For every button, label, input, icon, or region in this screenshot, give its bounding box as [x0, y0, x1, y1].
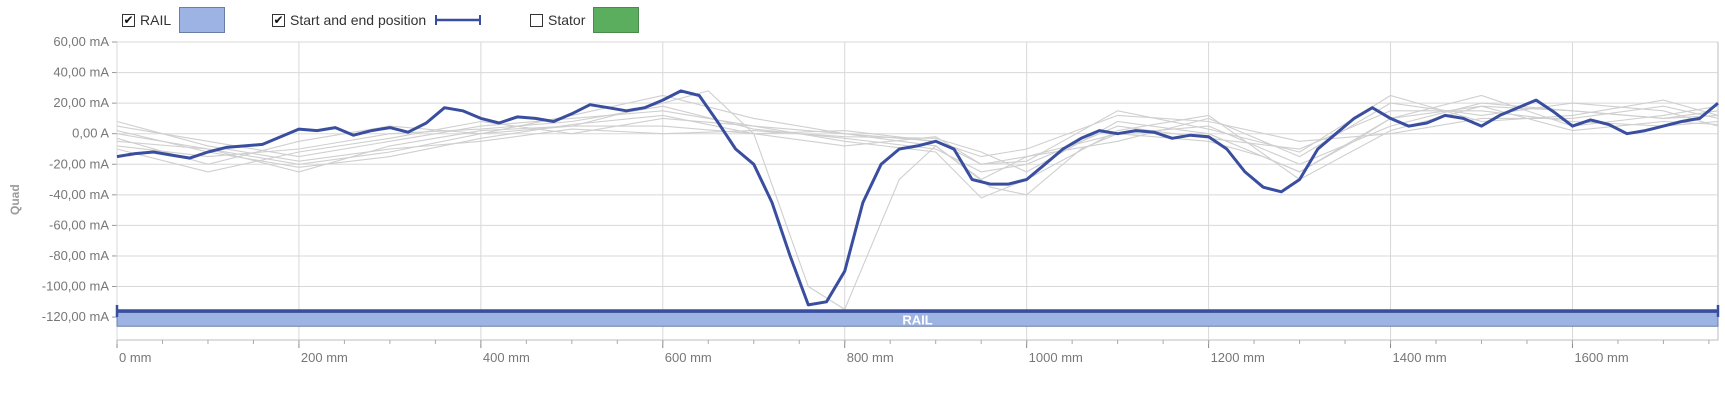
highlighted-series-line	[116, 89, 1719, 307]
start-end-legend-label: Start and end position	[290, 12, 427, 28]
y-tick-label: 60,00 mA	[53, 34, 109, 49]
background-series-line	[116, 94, 1719, 168]
y-tick-label: -120,00 mA	[42, 309, 110, 324]
x-tick-label: 200 mm	[301, 350, 348, 365]
y-tick-label: -40,00 mA	[49, 187, 109, 202]
y-tick-label: -60,00 mA	[49, 217, 109, 232]
x-tick-label: 400 mm	[483, 350, 530, 365]
x-tick-label: 1000 mm	[1029, 350, 1083, 365]
y-tick-label: -80,00 mA	[49, 248, 109, 263]
background-series-line	[116, 94, 1719, 173]
background-series-line	[116, 94, 1719, 181]
legend-item-stator[interactable]: Stator	[530, 6, 640, 34]
legend-item-rail[interactable]: ✔ RAIL	[122, 6, 226, 34]
background-series-line	[116, 105, 1719, 199]
stator-legend-label: Stator	[548, 12, 586, 28]
y-tick-label: 40,00 mA	[53, 65, 109, 80]
y-tick-label: 20,00 mA	[53, 95, 109, 110]
stator-checkbox[interactable]	[530, 13, 543, 27]
rail-checkbox[interactable]: ✔	[122, 13, 135, 27]
rail-color-swatch	[179, 7, 226, 33]
stator-color-swatch	[593, 7, 640, 33]
x-tick-label: 1600 mm	[1574, 350, 1628, 365]
start-end-line-icon	[435, 15, 482, 25]
rail-legend-label: RAIL	[140, 12, 172, 28]
start-end-checkbox[interactable]: ✔	[272, 13, 285, 27]
y-tick-label: -20,00 mA	[49, 156, 109, 171]
background-series-line	[116, 102, 1719, 165]
x-tick-label: 1400 mm	[1393, 350, 1447, 365]
rail-band-label: RAIL	[902, 312, 932, 327]
y-tick-label: -100,00 mA	[42, 279, 110, 294]
y-tick-label: 0,00 A	[72, 126, 109, 141]
plot-area	[116, 41, 1719, 341]
x-tick-label: 1200 mm	[1211, 350, 1265, 365]
x-tick-label: 0 mm	[119, 350, 152, 365]
legend-item-start-end[interactable]: ✔ Start and end position	[272, 6, 482, 34]
x-tick-label: 800 mm	[847, 350, 894, 365]
x-tick-label: 600 mm	[665, 350, 712, 365]
